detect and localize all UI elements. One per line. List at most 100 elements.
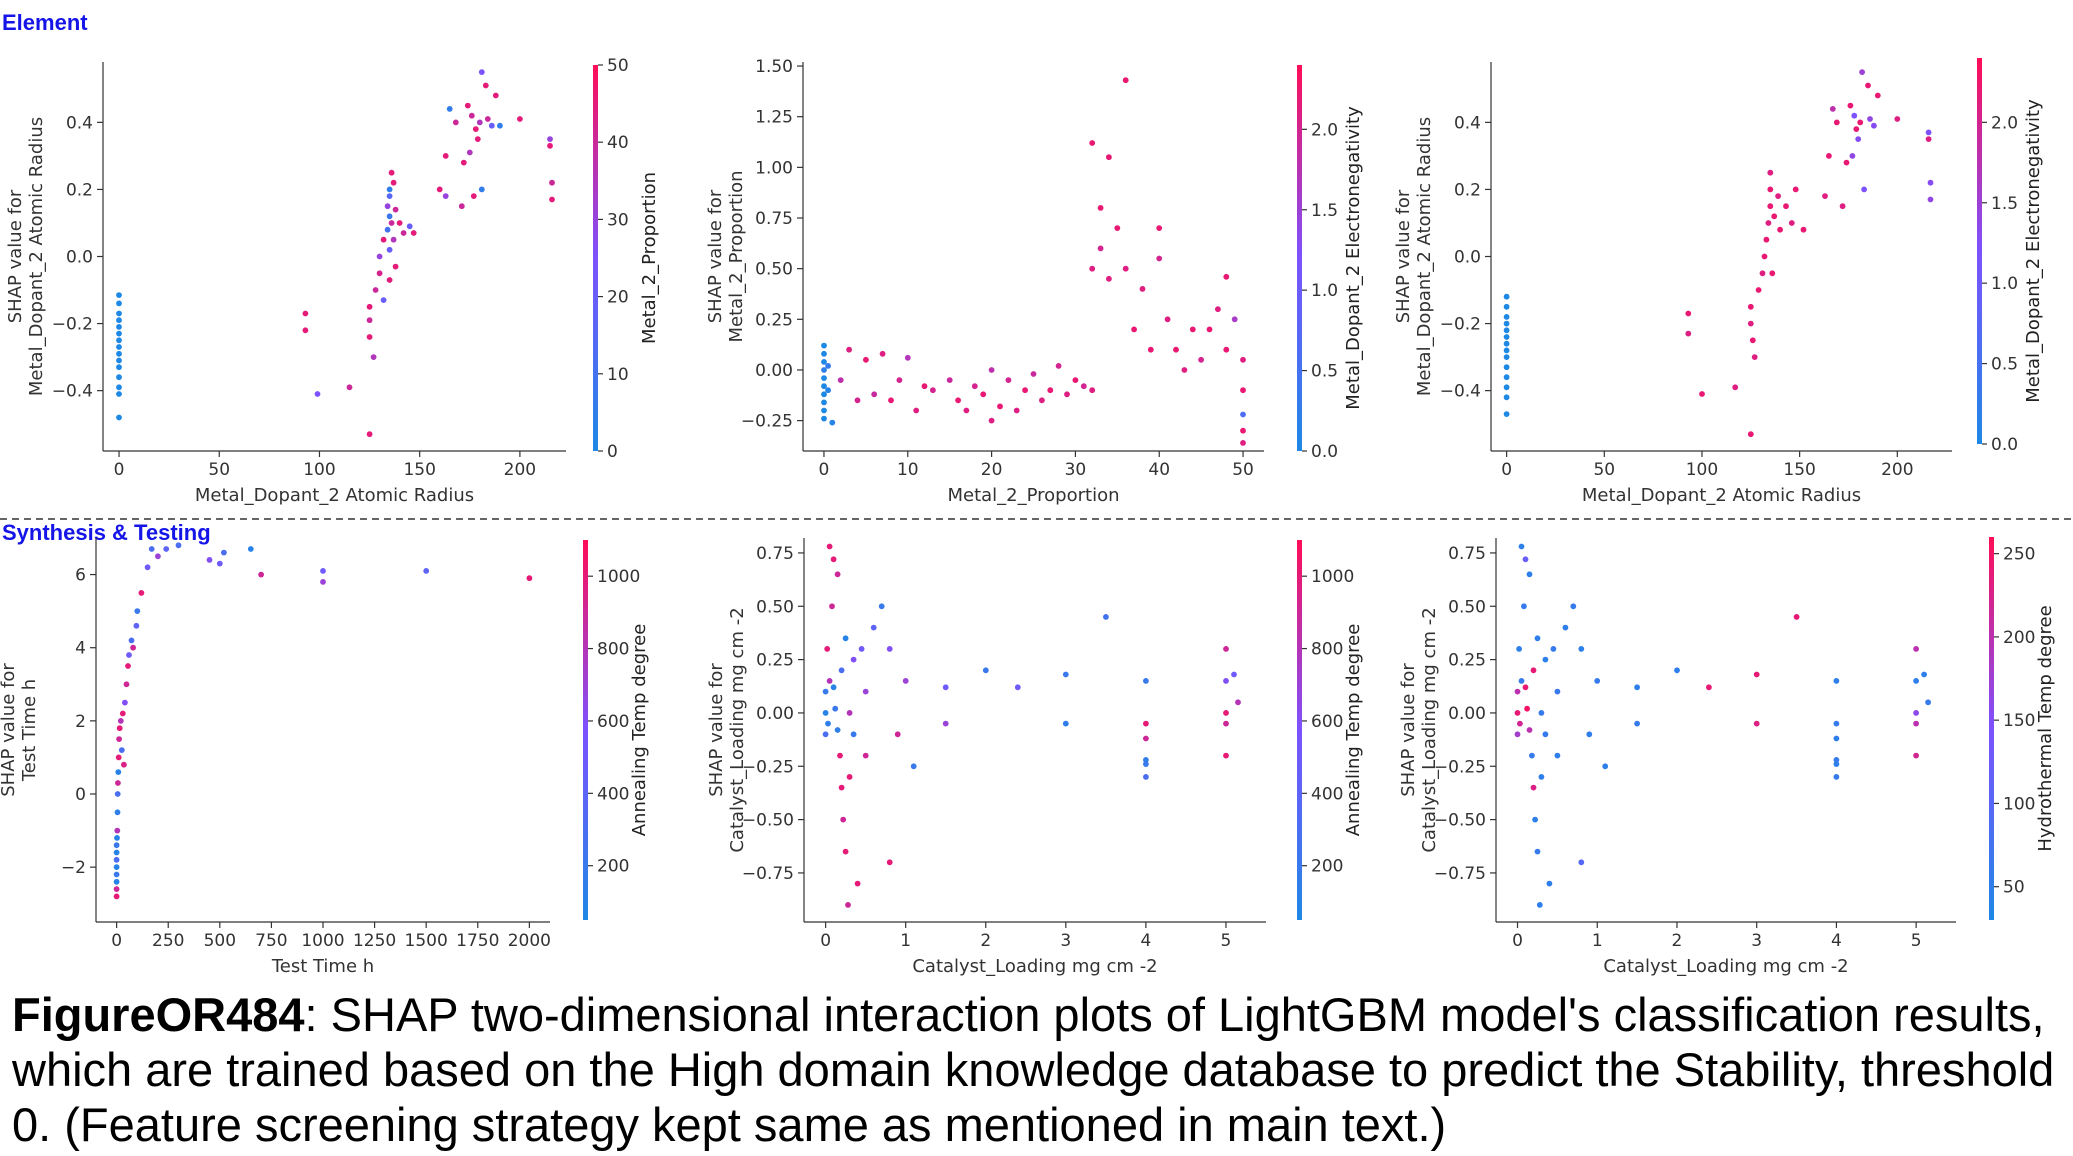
- data-point: [1913, 710, 1919, 716]
- data-point: [472, 126, 479, 132]
- data-point: [1147, 346, 1154, 353]
- data-point: [258, 571, 264, 578]
- x-tick-label: 0: [820, 931, 831, 951]
- data-point: [1223, 720, 1229, 727]
- data-point: [846, 710, 853, 716]
- data-point: [116, 350, 122, 357]
- colorbar-label: Metal_Dopant_2 Electronegativity: [1343, 106, 1364, 410]
- data-point: [1223, 678, 1229, 684]
- x-tick-label: 3: [1060, 931, 1071, 951]
- data-point: [1925, 129, 1932, 136]
- data-point: [113, 856, 120, 863]
- colorbar-tick-label: 1000: [1311, 567, 1354, 587]
- data-point: [842, 848, 849, 855]
- x-tick-label: 750: [255, 931, 287, 951]
- data-point: [1103, 614, 1109, 620]
- section-label-element: Element: [2, 10, 88, 35]
- data-point: [116, 330, 122, 337]
- data-point: [1800, 226, 1807, 233]
- data-point: [1542, 731, 1549, 738]
- data-point: [838, 667, 845, 674]
- data-point: [1516, 646, 1522, 652]
- colorbar-tick-label: 2.0: [1991, 113, 2018, 133]
- data-point: [116, 300, 122, 307]
- data-point: [526, 575, 533, 582]
- data-point: [837, 752, 843, 759]
- data-point: [346, 384, 353, 391]
- colorbar-tick-label: 20: [607, 288, 629, 308]
- x-tick-label: 2: [980, 931, 991, 951]
- x-axis-label: Catalyst_Loading mg cm -2: [912, 956, 1157, 977]
- y-axis-label-line: Test Time h: [19, 679, 40, 782]
- data-point: [113, 886, 120, 892]
- data-point: [380, 297, 387, 303]
- x-axis-label: Metal_2_Proportion: [947, 485, 1119, 506]
- data-point: [910, 763, 917, 770]
- data-point: [1072, 377, 1079, 383]
- data-point: [1514, 688, 1521, 695]
- data-point: [1189, 326, 1196, 333]
- data-point: [822, 731, 829, 738]
- data-point: [1223, 710, 1229, 716]
- data-point: [1131, 326, 1137, 333]
- data-point: [1706, 684, 1712, 691]
- y-tick-label: 0.50: [1448, 597, 1486, 617]
- data-point: [470, 193, 477, 200]
- y-tick-label: −2: [61, 858, 86, 878]
- data-point: [247, 546, 254, 552]
- data-point: [1747, 320, 1754, 327]
- x-tick-label: 4: [1140, 931, 1151, 951]
- data-point: [862, 688, 869, 695]
- data-point: [1156, 255, 1163, 262]
- data-point: [1231, 316, 1238, 323]
- x-tick-label: 0: [114, 460, 125, 480]
- data-point: [1503, 303, 1510, 310]
- data-point: [206, 557, 213, 563]
- data-point: [1732, 384, 1739, 391]
- data-point: [1064, 391, 1070, 398]
- data-point: [870, 624, 877, 631]
- data-point: [1767, 169, 1774, 176]
- figure-caption: FigureOR484: SHAP two-dimensional intera…: [12, 987, 2062, 1152]
- data-point: [1767, 186, 1774, 193]
- data-point: [372, 287, 379, 293]
- x-tick-label: 2: [1672, 931, 1683, 951]
- y-tick-label: 0.25: [756, 651, 794, 671]
- data-point: [1122, 265, 1129, 272]
- x-tick-label: 200: [1881, 460, 1913, 480]
- data-point: [846, 346, 852, 353]
- y-tick-label: 1.50: [755, 57, 793, 77]
- colorbar: [1989, 537, 1994, 920]
- x-axis-label: Catalyst_Loading mg cm -2: [1603, 956, 1848, 977]
- data-point: [825, 720, 831, 727]
- x-tick-label: 50: [1232, 460, 1254, 480]
- data-point: [1871, 122, 1877, 129]
- y-tick-label: 6: [75, 566, 86, 586]
- y-tick-label: 0.25: [1448, 651, 1486, 671]
- data-point: [1047, 387, 1054, 394]
- y-axis-label-line: SHAP value for: [0, 663, 19, 797]
- data-point: [1765, 220, 1772, 226]
- section-label-synthesis: Synthesis & Testing: [2, 520, 211, 545]
- data-point: [1753, 720, 1760, 727]
- data-point: [1534, 635, 1541, 642]
- data-point: [366, 431, 373, 438]
- data-point: [1570, 603, 1577, 610]
- data-point: [1503, 340, 1510, 347]
- data-point: [1771, 213, 1778, 220]
- data-point: [320, 568, 326, 574]
- data-point: [858, 646, 865, 652]
- data-point: [913, 407, 920, 414]
- data-point: [384, 226, 391, 233]
- colorbar-label: Hydrothermal Temp degree: [2035, 605, 2056, 851]
- data-point: [406, 223, 413, 230]
- y-tick-label: −0.25: [1434, 757, 1486, 777]
- y-tick-label: 0.75: [755, 209, 793, 229]
- data-point: [821, 383, 827, 390]
- data-point: [460, 159, 467, 166]
- data-point: [988, 417, 995, 424]
- data-point: [971, 383, 978, 390]
- y-tick-label: 0.75: [1448, 544, 1486, 564]
- chart-panel-4: 0 250 500 750 1000 1250 1500 1750 2000 −2 0 2 4 6 Test…: [0, 538, 650, 977]
- data-point: [113, 878, 120, 885]
